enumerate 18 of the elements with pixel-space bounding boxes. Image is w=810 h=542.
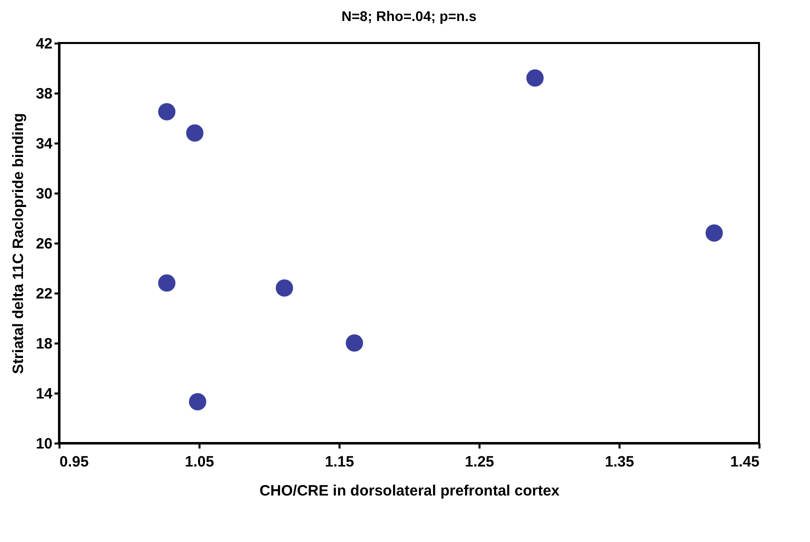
chart-title: N=8; Rho=.04; p=n.s (342, 8, 477, 24)
y-tick-label: 30 (36, 186, 52, 202)
y-tick-label: 38 (36, 86, 52, 102)
y-tick-label: 18 (36, 336, 52, 352)
y-tick-label: 22 (36, 286, 52, 302)
y-tick-label: 14 (36, 386, 54, 402)
y-tick-label: 26 (36, 236, 52, 252)
x-tick-label: 1.35 (604, 454, 634, 470)
y-tick-label: 34 (36, 136, 54, 152)
x-tick-label: 0.95 (60, 454, 89, 470)
y-axis-title: Striatal delta 11C Raclopride binding (10, 113, 27, 374)
y-tick-label: 42 (36, 36, 52, 52)
x-tick-label: 1.25 (464, 454, 494, 470)
x-axis-title: CHO/CRE in dorsolateral prefrontal cortex (259, 482, 560, 500)
x-tick-label: 1.45 (730, 454, 760, 470)
x-tick-label: 1.05 (184, 454, 214, 470)
x-tick-label: 1.15 (324, 454, 354, 470)
y-tick-label: 10 (36, 436, 52, 452)
